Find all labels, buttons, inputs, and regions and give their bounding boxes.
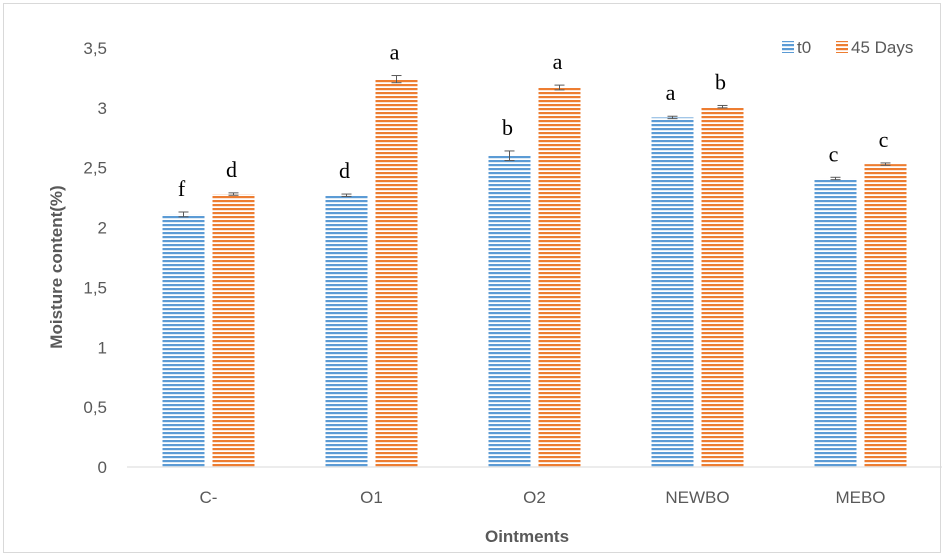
x-tick-label: O2 (523, 488, 546, 507)
legend-swatch (782, 41, 794, 53)
x-tick-label: C- (200, 488, 218, 507)
significance-letter: d (339, 158, 350, 183)
y-tick-label: 3,5 (83, 39, 107, 58)
significance-letter: a (390, 40, 400, 65)
x-tick-label: NEWBO (665, 488, 729, 507)
x-axis-title: Ointments (485, 527, 569, 546)
bar-45-days (701, 106, 744, 467)
bar-t0 (651, 117, 694, 467)
bar-t0 (814, 178, 857, 467)
error-bar (830, 176, 841, 181)
y-tick-label: 0,5 (83, 398, 107, 417)
chart-frame (3, 3, 941, 553)
bar-t0 (162, 214, 205, 467)
y-tick-label: 1 (98, 338, 107, 357)
error-bar (554, 84, 565, 91)
bar-45-days (375, 79, 418, 467)
y-tick-label: 3 (98, 99, 107, 118)
significance-letter: a (666, 80, 676, 105)
error-bar (504, 150, 515, 162)
y-axis-title: Moisture content(%) (47, 185, 66, 348)
significance-letter: b (715, 69, 726, 94)
significance-letter: c (829, 141, 839, 166)
significance-letter: c (879, 127, 889, 152)
error-bar (341, 193, 352, 197)
legend-swatch (836, 41, 848, 53)
bar-t0 (325, 195, 368, 467)
bar-45-days (212, 194, 255, 467)
significance-letter: b (502, 115, 513, 140)
y-tick-label: 2 (98, 219, 107, 238)
y-tick-label: 1,5 (83, 278, 107, 297)
x-tick-label: MEBO (835, 488, 885, 507)
error-bar (391, 75, 402, 84)
error-bar (228, 192, 239, 196)
error-bar (178, 211, 189, 218)
error-bar (717, 104, 728, 109)
error-bar (667, 115, 678, 120)
legend-label: t0 (797, 38, 811, 57)
legend-label: 45 Days (851, 38, 913, 57)
x-tick-label: O1 (360, 488, 383, 507)
error-bar (880, 162, 891, 166)
significance-letter: f (178, 176, 186, 201)
bar-t0 (488, 155, 531, 467)
y-tick-label: 2,5 (83, 159, 107, 178)
significance-letter: d (226, 157, 237, 182)
legend: t0 45 Days (782, 38, 913, 57)
bar-45-days (864, 164, 907, 467)
bar-45-days (538, 87, 581, 468)
significance-letter: a (553, 49, 563, 74)
y-tick-label: 0 (98, 458, 107, 477)
